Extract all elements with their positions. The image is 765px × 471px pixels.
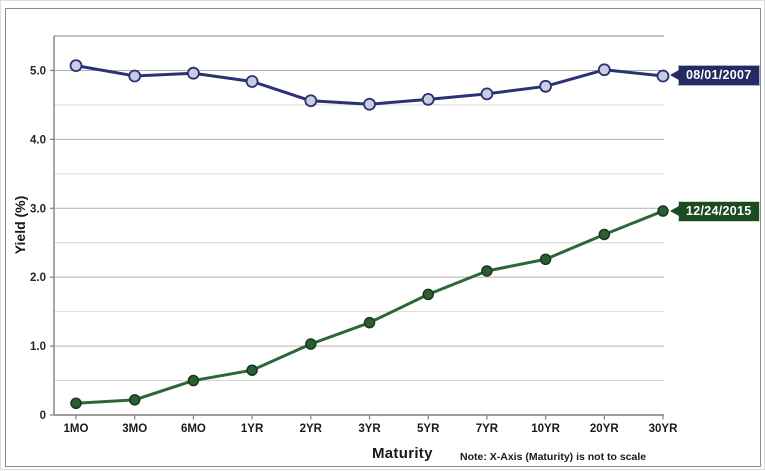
x-tick-label: 7YR — [476, 423, 499, 435]
series-point — [70, 397, 82, 410]
callout-2015-label: 12/24/2015 — [686, 203, 752, 218]
x-tick-label: 10YR — [531, 423, 560, 435]
series-point — [186, 66, 200, 80]
x-tick-label: 1MO — [64, 423, 89, 435]
callout-arrow-left-icon — [670, 70, 679, 81]
x-tick-label: 20YR — [590, 423, 619, 435]
series-point — [422, 288, 434, 301]
x-tick-label: 3YR — [358, 423, 381, 435]
y-axis-tick-labels: 5.0 4.0 3.0 2.0 1.0 0 — [30, 65, 46, 422]
x-axis-tick-labels: 1MO 3MO 6MO 1YR 2YR 3YR 5YR 7YR 10YR 20YR 30YR — [64, 423, 679, 435]
series-point — [657, 205, 669, 217]
x-axis-note: Note: X-Axis (Maturity) is not to scale — [460, 451, 647, 463]
series-12-24-2015 — [70, 205, 669, 410]
callout-2015-badge: 12/24/2015 — [670, 200, 760, 222]
y-tick-label: 2.0 — [30, 272, 46, 284]
x-tick-label: 3MO — [122, 423, 147, 435]
series-08-01-2007 — [69, 59, 670, 111]
y-tick-label: 3.0 — [30, 203, 46, 215]
series-line — [74, 209, 665, 405]
series-point — [539, 253, 552, 266]
series-point — [363, 316, 376, 329]
series-point — [128, 69, 142, 83]
y-tick-label: 1.0 — [30, 341, 46, 353]
series-point — [363, 97, 376, 111]
series-point — [305, 338, 317, 350]
y-tick-label: 5.0 — [30, 65, 46, 77]
gridlines — [54, 35, 664, 382]
series-point — [597, 63, 611, 77]
axes — [50, 36, 664, 420]
y-tick-label: 0 — [40, 410, 46, 422]
y-tick-label: 4.0 — [30, 134, 46, 146]
x-axis-title: Maturity — [372, 445, 433, 462]
series-point — [539, 79, 552, 93]
series-point — [656, 69, 670, 83]
x-tick-label: 5YR — [417, 423, 440, 435]
callout-2007-label: 08/01/2007 — [686, 68, 752, 83]
y-axis-title: Yield (%) — [12, 195, 28, 255]
x-tick-label: 2YR — [300, 423, 323, 435]
callout-2007-badge: 08/01/2007 — [670, 65, 760, 87]
x-tick-label: 6MO — [181, 423, 206, 435]
series-point — [481, 265, 493, 277]
x-tick-label: 1YR — [241, 423, 264, 435]
series-point — [421, 92, 435, 106]
series-point — [245, 75, 259, 88]
series-point — [128, 394, 141, 406]
series-point — [480, 87, 494, 101]
callout-arrow-left-icon — [670, 205, 679, 216]
series-point — [304, 94, 318, 108]
series-point — [187, 374, 200, 387]
series-point — [69, 59, 83, 73]
series-point — [598, 228, 611, 241]
series-point — [246, 364, 258, 376]
x-tick-label: 30YR — [649, 423, 678, 435]
